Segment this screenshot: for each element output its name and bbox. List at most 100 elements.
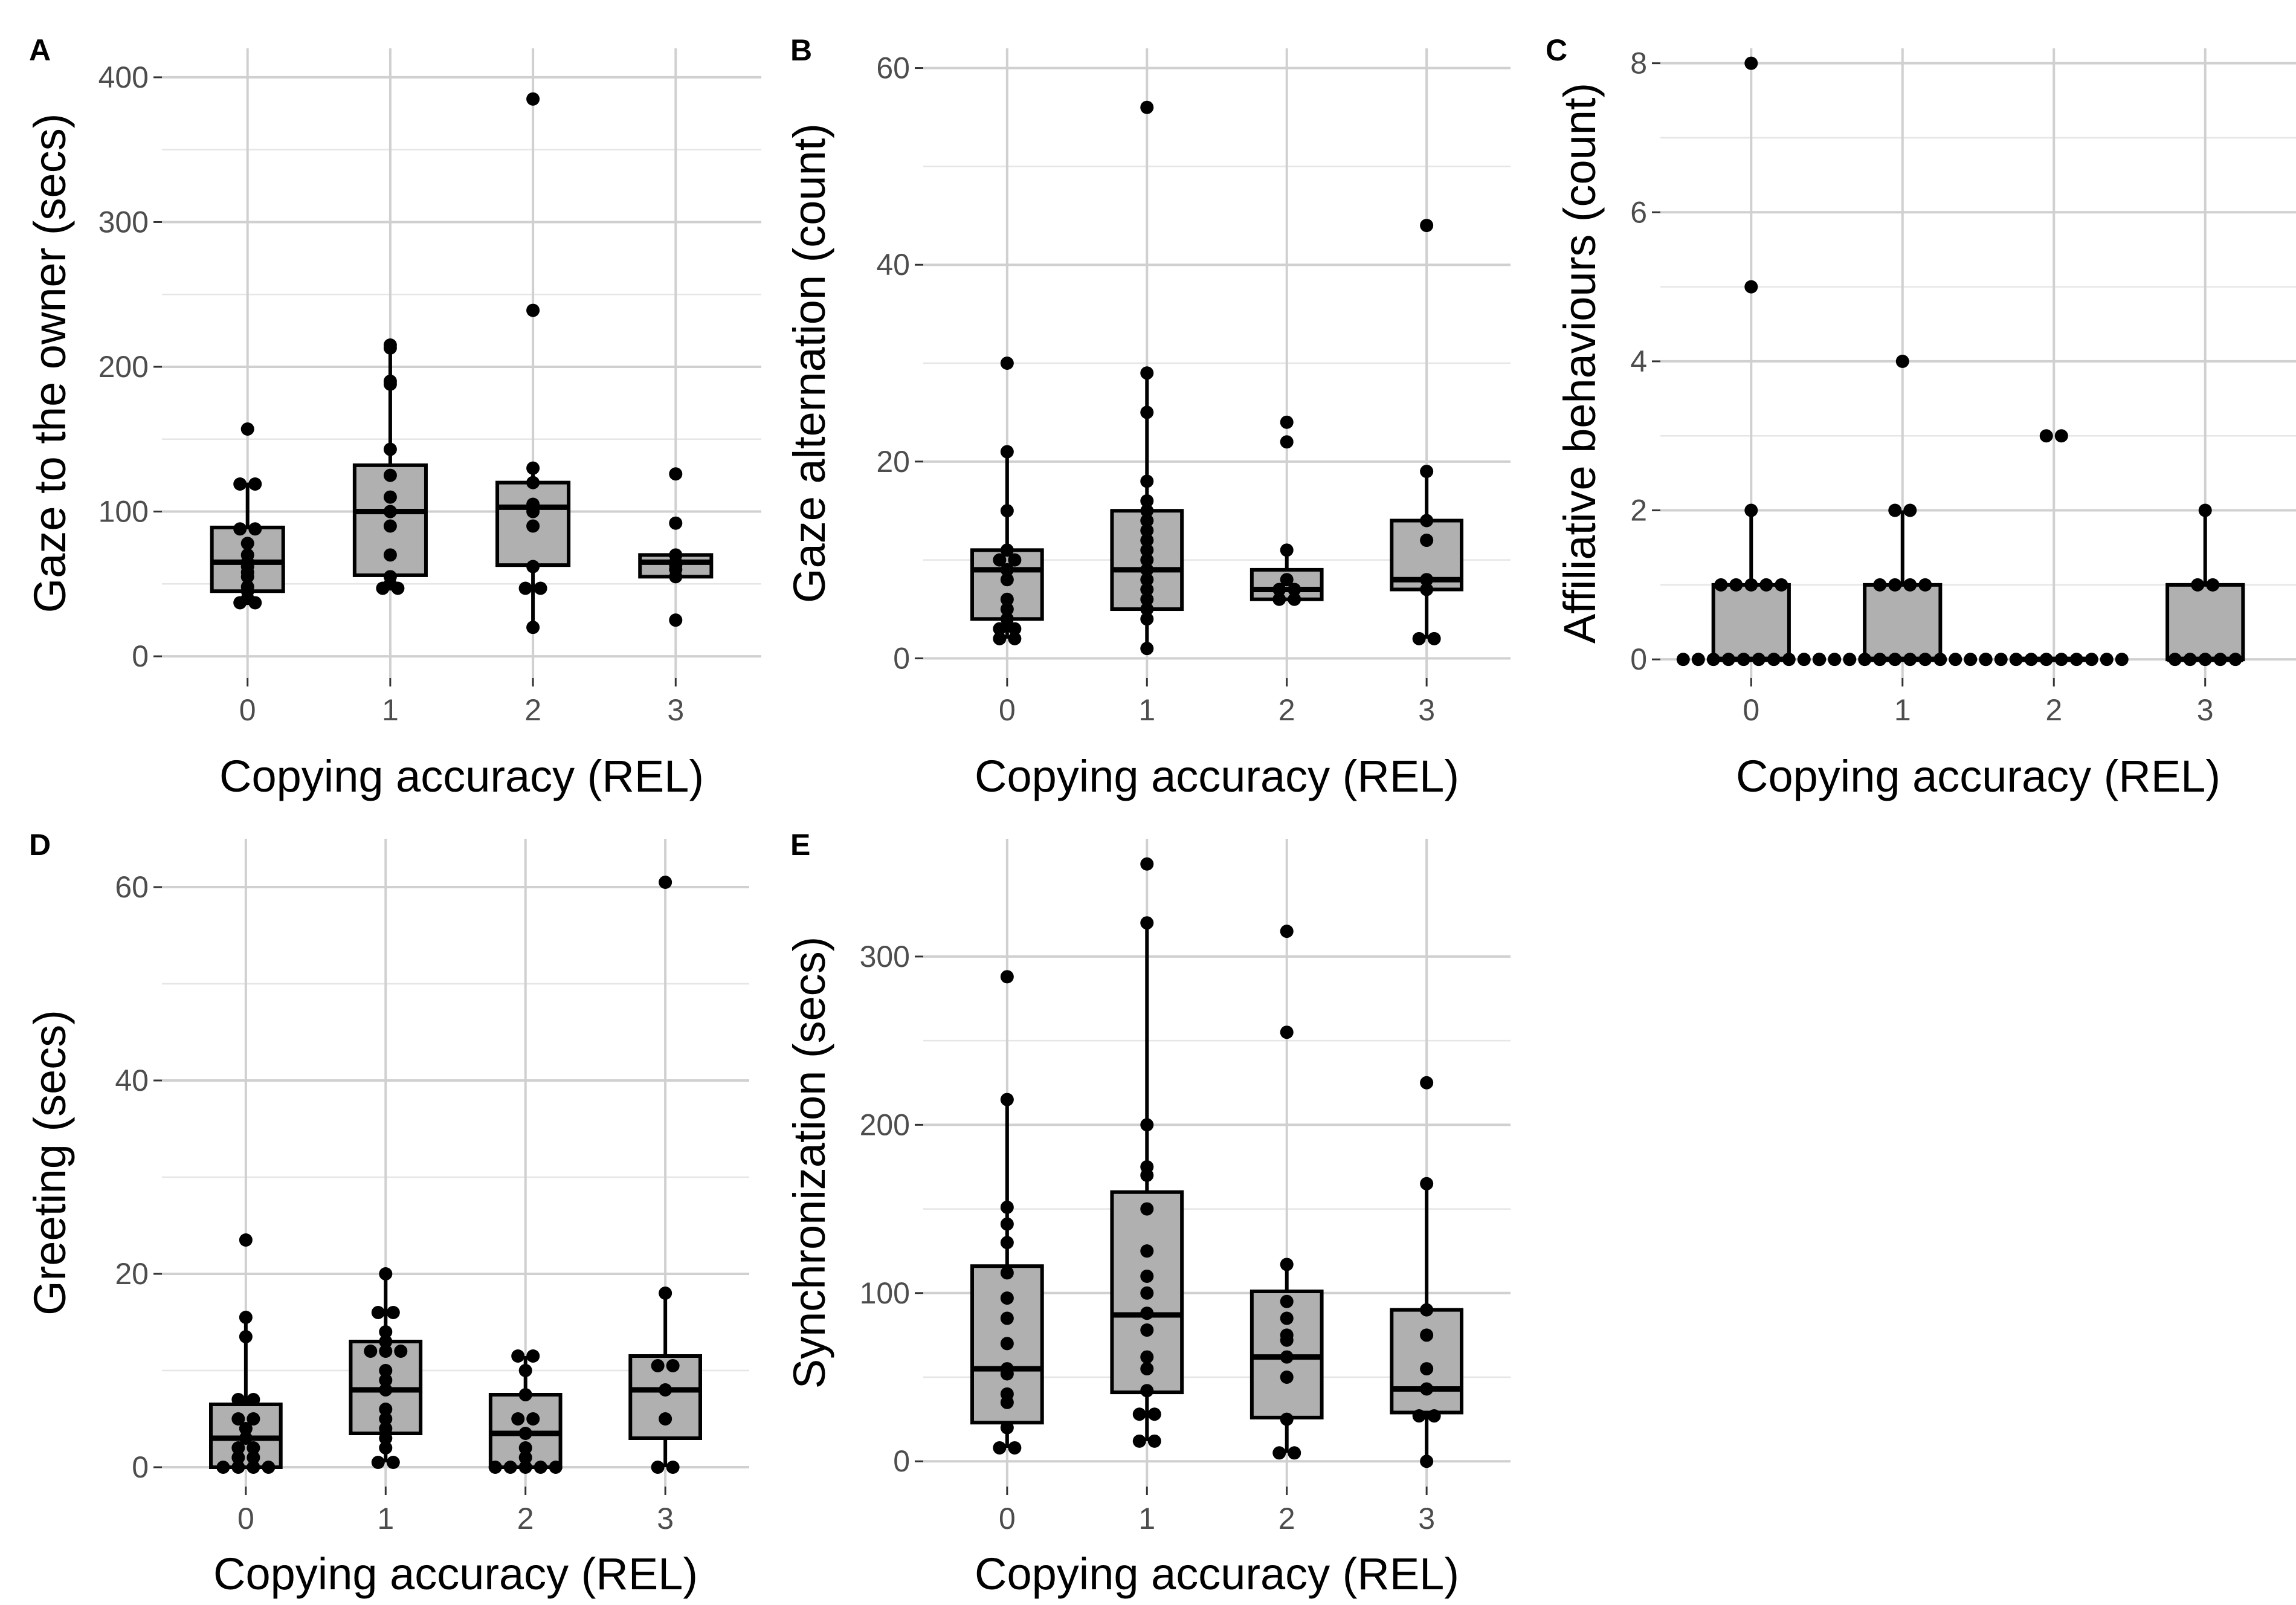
data-point [379, 1335, 393, 1348]
data-point [1994, 653, 2008, 667]
data-point [1140, 405, 1154, 419]
data-point [1420, 583, 1434, 596]
data-point [1000, 1421, 1014, 1435]
data-point [518, 1451, 532, 1464]
data-point [2054, 429, 2068, 443]
x-tick-label: 2 [2045, 693, 2062, 727]
data-point [1918, 653, 1932, 667]
data-point [1140, 534, 1154, 547]
data-point [1140, 1202, 1154, 1216]
data-point [371, 1306, 385, 1319]
data-point [1000, 1217, 1014, 1231]
data-point [518, 1388, 532, 1401]
data-point [1280, 1328, 1294, 1342]
boxplots [970, 373, 1464, 649]
x-tick-label: 2 [1279, 1502, 1295, 1536]
data-point [1858, 653, 1872, 667]
y-axis-title: Synchronization (secs) [784, 937, 834, 1389]
x-tick-label: 2 [1279, 693, 1295, 727]
y-tick-label: 40 [876, 248, 910, 282]
x-tick-label: 2 [517, 1502, 534, 1536]
data-point [1280, 1311, 1294, 1325]
x-tick-label: 0 [999, 1502, 1016, 1536]
data-point [240, 580, 254, 594]
box-group-3 [1390, 471, 1464, 639]
data-point [1873, 578, 1887, 592]
data-point [2039, 429, 2053, 443]
data-point [1000, 1291, 1014, 1305]
data-point [1933, 653, 1947, 667]
data-point [1873, 653, 1887, 667]
boxplots [970, 923, 1464, 1462]
data-point [526, 1349, 540, 1363]
data-point [1140, 1384, 1154, 1398]
y-axis: 0 20 40 60 [115, 870, 162, 1484]
box [1711, 583, 1791, 662]
data-point [1140, 1350, 1154, 1364]
data-point [1140, 857, 1154, 871]
data-point [526, 92, 540, 106]
data-point [2100, 653, 2114, 667]
data-point [1132, 1407, 1146, 1421]
x-tick-label: 3 [667, 693, 684, 727]
data-point [1140, 504, 1154, 518]
data-point [379, 1345, 393, 1358]
panel-label: D [29, 828, 51, 862]
data-point [2206, 578, 2220, 592]
data-point [1272, 583, 1286, 596]
data-point [1949, 653, 1962, 667]
data-point [2198, 503, 2212, 517]
x-tick-label: 0 [239, 693, 256, 727]
data-point [2085, 653, 2098, 667]
data-point [1744, 503, 1758, 517]
data-point [1775, 578, 1788, 592]
data-point [2115, 653, 2129, 667]
data-point [526, 621, 540, 635]
data-point [1782, 653, 1796, 667]
data-point [1140, 563, 1154, 576]
data-point [1000, 563, 1014, 576]
data-point [1888, 503, 1902, 517]
data-point [231, 1461, 245, 1474]
data-point [1280, 1258, 1294, 1271]
data-point [1280, 573, 1294, 587]
data-point [248, 477, 262, 491]
data-point [659, 1383, 672, 1397]
y-tick-label: 300 [98, 205, 149, 239]
data-point [1744, 280, 1758, 294]
data-points [993, 100, 1441, 656]
data-point [383, 505, 397, 518]
y-tick-label: 20 [115, 1257, 149, 1291]
y-tick-label: 20 [876, 445, 910, 479]
data-point [1000, 1337, 1014, 1351]
data-point [669, 613, 683, 627]
data-point [239, 1422, 253, 1435]
data-point [993, 631, 1007, 645]
y-tick-label: 40 [115, 1064, 149, 1097]
data-point [2039, 653, 2053, 667]
data-point [1420, 1455, 1434, 1468]
data-point [1420, 1362, 1434, 1376]
data-point [1813, 653, 1827, 667]
data-point [1140, 1323, 1154, 1337]
data-point [383, 442, 397, 456]
data-point [526, 303, 540, 317]
box [628, 1354, 703, 1440]
y-axis-title: Greeting (secs) [25, 1010, 75, 1316]
data-point [1412, 1409, 1426, 1423]
data-point [383, 338, 397, 352]
data-point [534, 581, 547, 595]
data-point [239, 1330, 253, 1343]
data-point [1280, 435, 1294, 449]
data-point [1797, 653, 1811, 667]
data-point [2198, 653, 2212, 667]
y-tick-label: 4 [1630, 344, 1647, 378]
data-point [1280, 925, 1294, 938]
data-point [1000, 970, 1014, 984]
y-tick-label: 200 [98, 350, 149, 384]
data-point [1000, 1387, 1014, 1401]
data-point [1140, 1244, 1154, 1258]
y-axis: 0 100 200 300 400 [98, 60, 162, 673]
data-point [1008, 1441, 1022, 1455]
data-point [262, 1461, 276, 1474]
